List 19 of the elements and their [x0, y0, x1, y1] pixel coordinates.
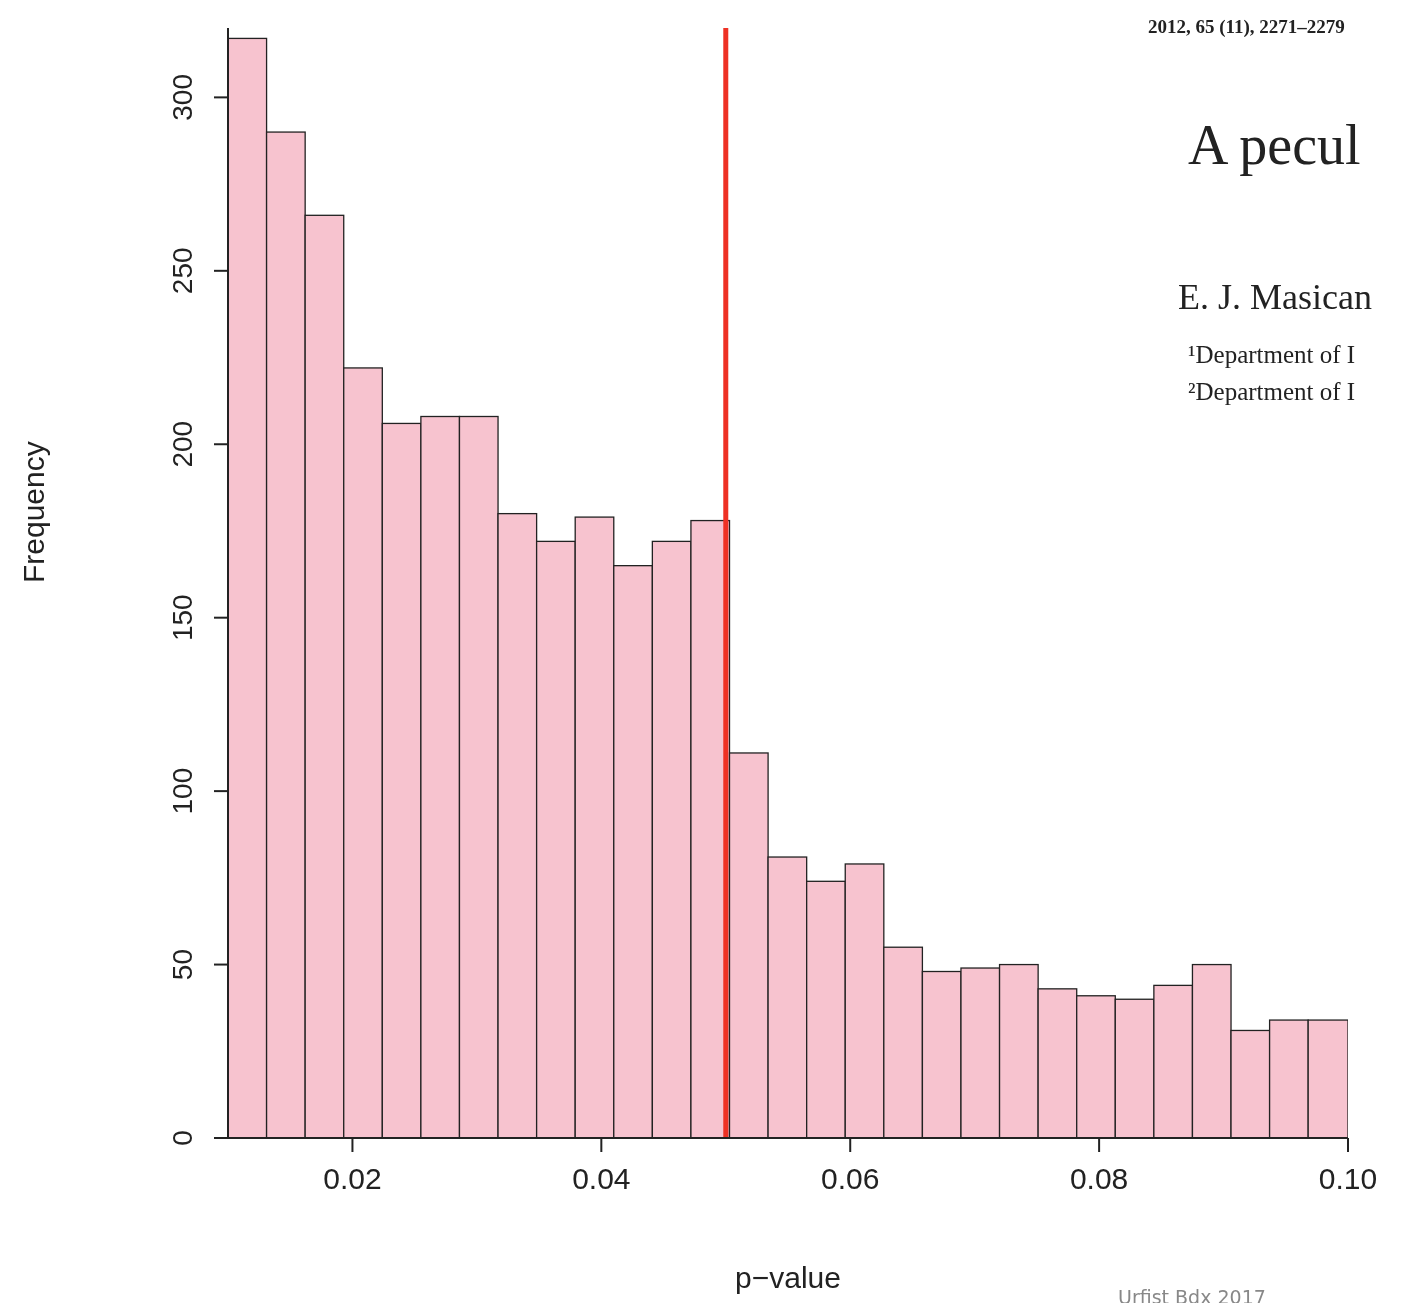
annotation: ²Department of I: [1188, 378, 1356, 406]
x-tick-label: 0.06: [821, 1162, 880, 1196]
x-tick-label: 0.10: [1318, 1162, 1378, 1196]
x-tick-label: 0.04: [572, 1162, 631, 1196]
annotation: 2012, 65 (11), 2271–2279: [1148, 16, 1345, 38]
y-tick-label: 50: [167, 948, 198, 981]
x-tick-label: 0.08: [1069, 1162, 1129, 1196]
y-tick-label: 300: [167, 74, 198, 121]
annotation: A pecul: [1188, 113, 1361, 177]
x-axis-title: p−value: [735, 1261, 841, 1294]
y-tick-label: 100: [167, 767, 198, 815]
y-tick-label: 250: [167, 247, 198, 295]
y-tick-label: 0: [167, 1130, 198, 1146]
annotation: ¹Department of I: [1188, 341, 1356, 369]
annotation: E. J. Masican: [1178, 276, 1372, 318]
y-axis-title: Frequency: [16, 441, 50, 583]
y-tick-label: 200: [167, 420, 198, 468]
x-tick-label: 0.02: [323, 1162, 382, 1196]
y-tick-label: 150: [167, 594, 198, 642]
